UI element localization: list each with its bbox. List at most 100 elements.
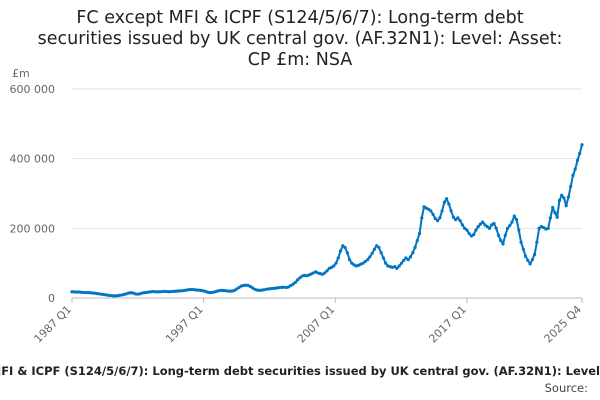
data-point (501, 242, 505, 246)
data-point (397, 264, 401, 268)
data-point (426, 207, 431, 211)
data-point (551, 205, 555, 210)
chart-title: FC except MFI & ICPF (S124/5/6/7): Long-… (20, 8, 580, 71)
data-point (345, 251, 349, 255)
data-point (575, 158, 580, 163)
data-point (492, 221, 496, 226)
data-point (332, 264, 336, 268)
data-point (546, 226, 550, 230)
data-point (467, 231, 471, 236)
data-point (350, 261, 354, 265)
data-point (566, 195, 571, 199)
data-point (433, 216, 437, 221)
data-point (487, 226, 492, 230)
data-point (505, 226, 510, 230)
data-point (325, 269, 329, 273)
data-point (336, 256, 340, 260)
data-point (379, 251, 383, 255)
data-point (580, 143, 584, 147)
data-point (476, 224, 480, 229)
data-point (408, 255, 413, 259)
x-axis-ticks (71, 298, 583, 303)
data-point (571, 173, 575, 177)
data-point (562, 196, 566, 200)
data-point (508, 223, 512, 228)
x-tick-label: 1997 Q1 (163, 303, 206, 346)
data-point (74, 290, 79, 294)
x-tick-label: 2007 Q1 (295, 303, 338, 346)
data-point (503, 233, 507, 237)
data-point (530, 258, 534, 262)
data-point (496, 233, 501, 237)
data-point (535, 240, 539, 244)
data-point (557, 198, 562, 203)
line-chart: £m 0 200 000 400 000 600 000 1987 Q1 1997 Q1… (10, 67, 585, 346)
data-point (533, 252, 537, 257)
data-point (377, 245, 381, 250)
data-point (415, 238, 419, 243)
data-point (526, 258, 530, 262)
chart-title-line-2: securities issued by UK central gov. (AF… (37, 29, 563, 49)
data-point (429, 209, 433, 213)
y-axis-unit-label: £m (12, 67, 30, 80)
data-point (494, 226, 498, 230)
data-point (456, 216, 460, 220)
x-tick-label: 1987 Q1 (32, 303, 75, 346)
data-point (474, 228, 478, 232)
data-point (293, 280, 298, 284)
data-point (381, 256, 386, 260)
data-point (478, 222, 483, 226)
data-point (512, 214, 516, 218)
data-point (560, 193, 564, 197)
data-point (347, 258, 352, 262)
data-point (517, 228, 521, 232)
data-point (499, 238, 503, 243)
data-point (463, 226, 467, 230)
data-point (521, 247, 525, 251)
data-point (435, 219, 440, 223)
data-point (460, 223, 464, 227)
data-point (368, 255, 372, 259)
data-point (417, 231, 422, 236)
data-point (447, 202, 451, 206)
data-point (537, 226, 541, 230)
data-point (569, 184, 573, 189)
data-point (578, 151, 582, 156)
legend: FC except MFI & ICPF (S124/5/6/7): Long-… (0, 364, 600, 380)
data-point (564, 204, 568, 208)
data-point (548, 216, 553, 220)
y-axis-tick-labels: 0 200 000 400 000 600 000 (10, 83, 56, 305)
data-point (406, 258, 410, 262)
data-point (372, 247, 376, 251)
data-point (83, 291, 88, 295)
series-line (71, 144, 583, 297)
data-point (442, 200, 446, 204)
y-tick-label: 0 (48, 292, 55, 305)
data-point (573, 167, 577, 171)
data-point (334, 261, 338, 265)
data-point (363, 259, 367, 264)
data-point (528, 262, 532, 266)
data-point (341, 244, 345, 248)
x-axis-tick-labels: 1987 Q1 1997 Q1 2007 Q1 2017 Q1 2025 Q4 (32, 303, 585, 346)
y-tick-label: 200 000 (10, 222, 56, 235)
data-point (402, 258, 406, 262)
chart-title-line-1: FC except MFI & ICPF (S124/5/6/7): Long-… (76, 8, 524, 28)
data-point (420, 216, 424, 220)
x-tick-label: 2017 Q1 (426, 303, 469, 346)
data-point (411, 251, 415, 255)
data-point (553, 211, 557, 215)
data-point (510, 220, 514, 224)
data-point (451, 215, 455, 219)
data-point (395, 266, 399, 270)
data-point (458, 219, 462, 223)
data-point (375, 244, 379, 248)
x-tick-label: 2025 Q4 (542, 303, 585, 346)
data-point (298, 276, 302, 280)
data-point (472, 233, 476, 237)
data-point (296, 278, 300, 282)
data-point (555, 215, 559, 219)
data-point (384, 261, 388, 265)
legend-series-label: FC except MFI & ICPF (S124/5/6/7): Long-… (0, 364, 600, 378)
data-point (465, 228, 469, 232)
